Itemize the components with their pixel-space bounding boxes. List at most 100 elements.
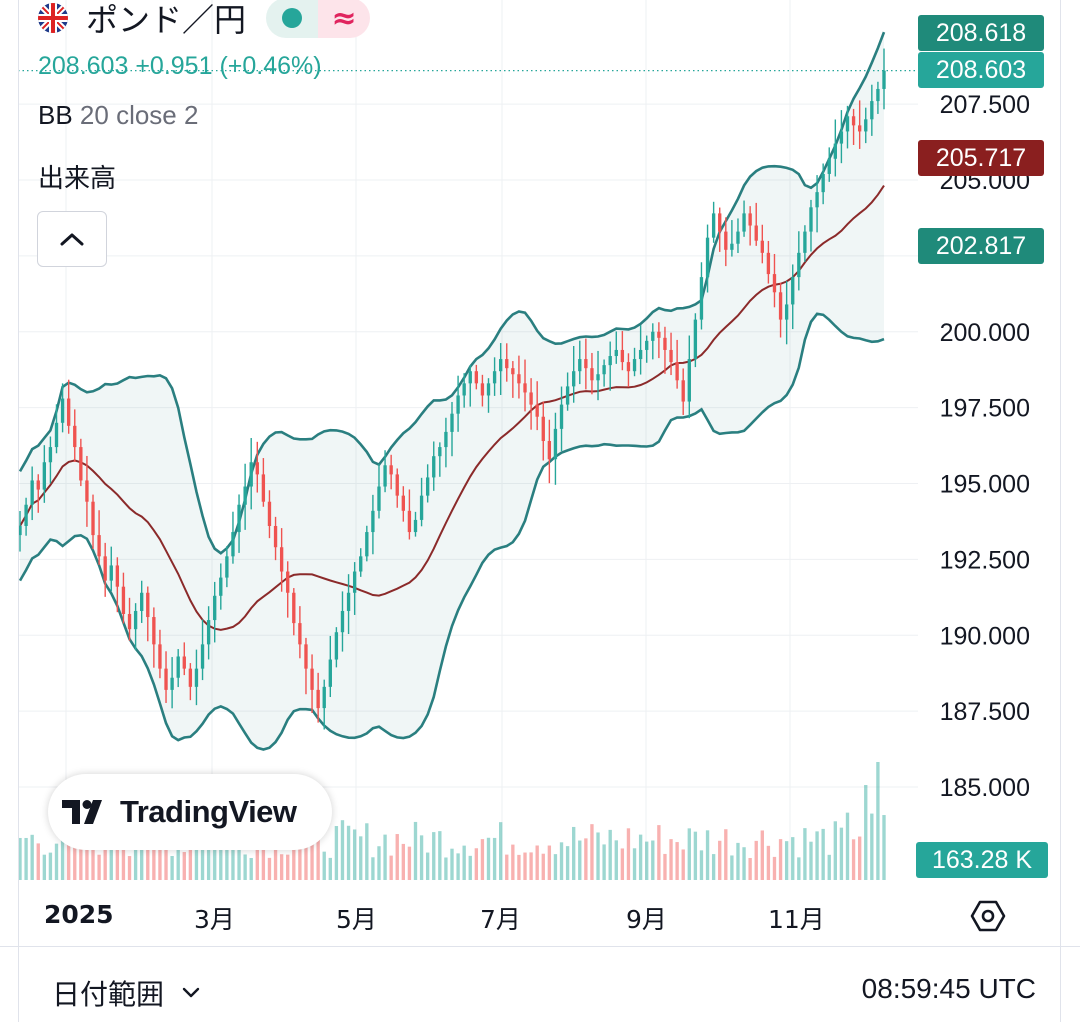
volume-bar (170, 856, 174, 880)
symbol-name[interactable]: ポンド／円 (86, 1, 247, 39)
candle-body (194, 668, 199, 687)
volume-bar (200, 848, 205, 880)
candle-body (115, 565, 120, 587)
candle-body (742, 213, 746, 232)
volume-bar (669, 839, 673, 880)
volume-bar (316, 824, 320, 880)
candle-body (304, 644, 308, 669)
volume-bar (772, 856, 777, 880)
candle-body (687, 359, 691, 402)
candle-body (547, 441, 552, 460)
volume-bar (821, 828, 825, 880)
bollinger-band-fill (20, 32, 884, 750)
volume-bar (176, 840, 180, 880)
volume-bar (24, 837, 28, 880)
candle-body (821, 173, 825, 193)
price-chart[interactable]: 207.500205.000200.000197.500195.000192.5… (0, 0, 1080, 946)
volume-bar (219, 849, 223, 880)
volume-bar (693, 831, 698, 880)
volume-bar (699, 850, 704, 880)
candle-body (486, 383, 491, 396)
bb-legend[interactable]: BB 20 close 2 (38, 100, 198, 131)
candle-body (602, 365, 606, 375)
volume-bar (645, 841, 649, 880)
volume-bar (292, 846, 296, 880)
volume-bar (322, 851, 326, 880)
volume-bar (401, 843, 405, 880)
uk-japan-flag-icon (38, 3, 68, 33)
volume-bar (632, 848, 637, 880)
symbol-legend[interactable]: ポンド／円 ≈ (38, 0, 371, 39)
volume-bar (237, 839, 241, 880)
candle-body (48, 447, 53, 463)
candle-body (857, 125, 862, 132)
candle-body (638, 349, 643, 360)
volume-bar (18, 837, 22, 880)
candle-body (127, 614, 132, 630)
volume-bar (73, 822, 77, 880)
volume-tag: 163.28 K (916, 842, 1048, 878)
volume-bar (486, 837, 491, 880)
volume-bar (54, 843, 59, 880)
volume-bar (79, 840, 83, 880)
candle-body (632, 359, 637, 372)
candle-body (322, 686, 326, 709)
volume-legend[interactable]: 出来高 (38, 158, 116, 195)
volume-bar (742, 847, 746, 880)
price-tick-label: 207.500 (940, 91, 1030, 119)
candle-body (778, 292, 783, 320)
chart-settings-icon[interactable] (970, 898, 1006, 934)
candle-body (882, 70, 886, 89)
volume-bar (188, 839, 193, 880)
volume-bar (158, 834, 162, 880)
candle-body (541, 416, 545, 442)
candle-body (91, 501, 95, 536)
date-range-button[interactable]: 日付範囲 (52, 973, 200, 1013)
volume-bar (845, 812, 850, 880)
volume-bar (97, 854, 101, 880)
bollinger-lower-line (18, 312, 885, 751)
candle-body (371, 510, 375, 533)
volume-bar (651, 840, 655, 880)
time-axis[interactable]: 2025 3月 5月 7月 9月 11月 (0, 880, 1080, 944)
candle-body (200, 644, 205, 669)
volume-bar (778, 839, 783, 880)
price-change: +0.951 (135, 52, 213, 80)
candle-body (438, 447, 442, 457)
volume-bar (286, 854, 290, 880)
candle-body (60, 398, 65, 423)
price-tick-label: 200.000 (940, 319, 1030, 347)
candle-body (340, 610, 345, 633)
volume-bar (213, 836, 217, 880)
candle-body (407, 510, 412, 533)
delayed-data-icon: ≈ (318, 0, 371, 38)
candle-body (553, 428, 558, 460)
collapse-legend-button[interactable] (37, 211, 107, 267)
candle-body (231, 532, 235, 557)
candle-body (663, 337, 667, 350)
candle-body (359, 556, 363, 572)
volume-bar (279, 854, 284, 880)
status-pill[interactable]: ≈ (266, 0, 371, 38)
price-axis: 207.500205.000200.000197.500195.000192.5… (940, 91, 1030, 802)
volume-bar (565, 846, 570, 880)
volume-bar (809, 841, 813, 880)
candle-body (237, 504, 241, 533)
volume-bar (194, 846, 199, 880)
candle-body (864, 119, 868, 132)
volume-bar (182, 852, 186, 880)
volume-bar (541, 853, 545, 880)
candle-body (584, 359, 588, 369)
candle-body (724, 231, 728, 250)
candle-body (261, 474, 266, 502)
candle-body (188, 668, 193, 687)
tradingview-logo[interactable]: TradingView (48, 774, 332, 850)
tradingview-logo-text: TradingView (120, 794, 297, 829)
volume-bar (681, 849, 685, 880)
volume-bar (748, 857, 752, 880)
volume-bar (675, 842, 679, 880)
candle-body (705, 237, 710, 278)
candle-body (711, 213, 716, 238)
volume-bar (48, 852, 53, 880)
candle-body (754, 225, 758, 241)
